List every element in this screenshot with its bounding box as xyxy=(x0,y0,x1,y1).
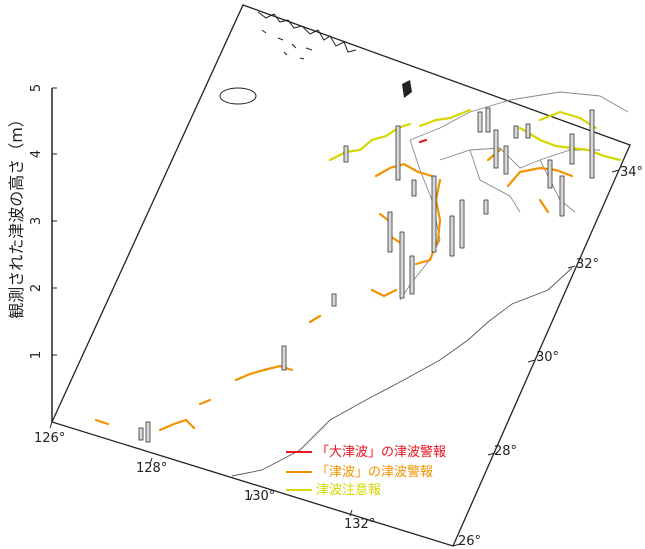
tsushima-island xyxy=(402,80,412,98)
lat-label-34: 34° xyxy=(620,165,643,180)
korea-coast xyxy=(257,11,357,60)
legend-label-major: 「大津波」の津波警報 xyxy=(316,444,446,460)
legend-label-advisory: 津波注意報 xyxy=(316,482,381,498)
height-axis: 1 2 3 4 5 観測された津波の高さ（m） xyxy=(7,84,57,422)
height-tick-2: 2 xyxy=(29,284,44,292)
lat-label-30: 30° xyxy=(536,350,559,365)
legend-label-warning: 「津波」の津波警報 xyxy=(316,464,433,480)
lon-label-128: 128° xyxy=(136,461,167,476)
lat-label-26: 26° xyxy=(458,534,481,549)
height-tick-1: 1 xyxy=(29,351,44,359)
lon-label-126: 126° xyxy=(34,431,65,446)
height-tick-5: 5 xyxy=(29,84,44,92)
japan-outline xyxy=(399,91,629,301)
height-axis-title: 観測された津波の高さ（m） xyxy=(7,111,26,319)
observation-bars xyxy=(138,107,595,443)
height-tick-3: 3 xyxy=(29,217,44,225)
lon-label-132: 132° xyxy=(344,517,375,532)
map-frame xyxy=(51,4,631,547)
lon-label-130: 130° xyxy=(244,489,275,504)
latitude-ticks xyxy=(452,169,620,547)
trench-line xyxy=(231,267,573,477)
height-tick-4: 4 xyxy=(29,150,44,158)
longitude-ticks xyxy=(49,421,353,517)
legend: 「大津波」の津波警報 「津波」の津波警報 津波注意報 xyxy=(286,444,446,498)
lat-label-32: 32° xyxy=(576,257,599,272)
jeju-island xyxy=(219,87,257,105)
lat-label-28: 28° xyxy=(494,444,517,459)
